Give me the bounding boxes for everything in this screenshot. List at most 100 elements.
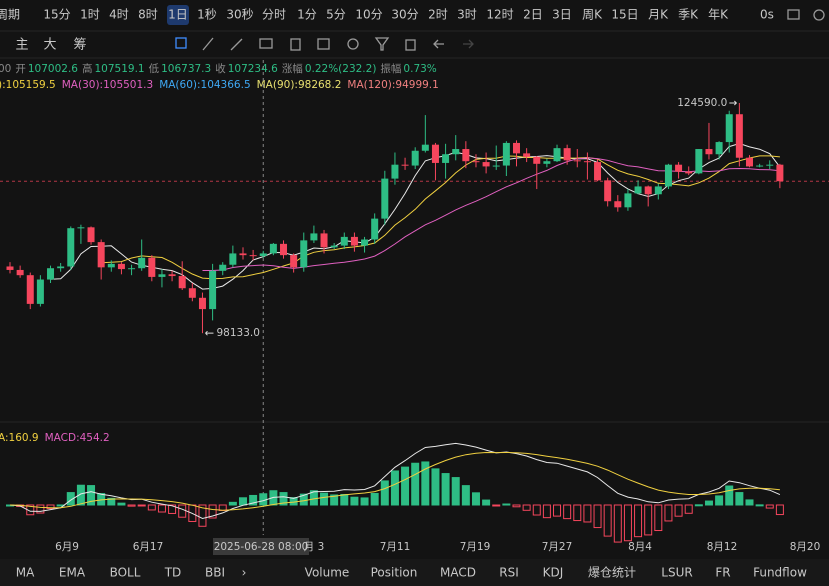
candle-body bbox=[219, 264, 227, 271]
crosshair-label-bg bbox=[213, 538, 309, 555]
indicator-tab[interactable]: FR bbox=[715, 566, 730, 580]
indicator-tab[interactable]: TD bbox=[164, 566, 182, 580]
candle-body bbox=[198, 297, 206, 310]
indicator-tab[interactable]: Fundflow bbox=[753, 566, 807, 580]
period-option[interactable]: 周期 bbox=[0, 8, 20, 22]
candle-body bbox=[310, 233, 318, 241]
period-option[interactable]: 8时 bbox=[138, 8, 158, 22]
candle-body bbox=[269, 243, 277, 254]
candle-body bbox=[117, 263, 125, 270]
candle-body bbox=[148, 257, 156, 277]
candle-body bbox=[16, 269, 24, 276]
candle-body bbox=[168, 274, 176, 277]
indicator-tab[interactable]: Volume bbox=[305, 566, 350, 580]
indicator-tab[interactable]: Position bbox=[371, 566, 418, 580]
period-option[interactable]: 1分 bbox=[297, 8, 317, 22]
period-option[interactable]: 5分 bbox=[326, 8, 346, 22]
candle-body bbox=[128, 268, 136, 270]
tool-button[interactable]: 主 bbox=[15, 38, 28, 53]
period-option[interactable]: 1秒 bbox=[197, 8, 217, 22]
period-option[interactable]: 15日 bbox=[611, 8, 638, 22]
candle-body bbox=[756, 165, 764, 167]
macd-bar bbox=[583, 504, 592, 523]
period-option[interactable]: 3时 bbox=[457, 8, 477, 22]
tab-bar bbox=[0, 559, 829, 586]
tool-button[interactable]: 筹 bbox=[73, 37, 86, 53]
period-option[interactable]: 3日 bbox=[552, 8, 572, 22]
icon bbox=[347, 38, 359, 50]
candle-body bbox=[776, 164, 784, 182]
period-option[interactable]: 分时 bbox=[262, 8, 286, 22]
indicator-tab[interactable]: › bbox=[242, 566, 247, 580]
x-axis-label: 月 3 bbox=[304, 541, 325, 553]
indicator-tab[interactable]: MACD bbox=[440, 566, 476, 580]
text-part: A:160.9 bbox=[0, 432, 39, 444]
indicator-tab[interactable]: EMA bbox=[59, 566, 86, 580]
timer: 0s bbox=[760, 8, 774, 22]
text-part: 107519.1 bbox=[94, 63, 144, 75]
arrow bbox=[729, 100, 738, 106]
macd-bar bbox=[330, 494, 339, 506]
macd-bar bbox=[765, 504, 774, 509]
candle-body bbox=[361, 239, 369, 246]
icon bbox=[317, 38, 330, 50]
text-part: 高 bbox=[82, 62, 93, 75]
period-option[interactable]: 10分 bbox=[355, 8, 382, 22]
macd-legend: A:160.9 MACD:454.2 bbox=[0, 432, 110, 444]
candle-body bbox=[138, 257, 146, 269]
period-option[interactable]: 2日 bbox=[523, 8, 543, 22]
indicator-tab[interactable]: LSUR bbox=[661, 566, 692, 580]
macd-bar bbox=[279, 492, 288, 506]
macd-bar bbox=[593, 504, 602, 529]
macd-line bbox=[9, 451, 780, 511]
indicator-tab[interactable]: BBI bbox=[205, 566, 225, 580]
period-option[interactable]: 2时 bbox=[428, 8, 448, 22]
period-option[interactable]: 1时 bbox=[80, 8, 100, 22]
macd-bar bbox=[775, 504, 784, 516]
period-option[interactable]: 1日 bbox=[168, 8, 188, 22]
macd-bar bbox=[694, 504, 703, 507]
macd-bar bbox=[461, 485, 470, 506]
ma-legend: ):105159.5 MA(30):105501.3 MA(60):104366.5… bbox=[0, 79, 439, 91]
macd-bar bbox=[390, 470, 399, 506]
period-option[interactable]: 月K bbox=[648, 8, 669, 22]
candle-body bbox=[563, 148, 571, 161]
period-option[interactable]: 30秒 bbox=[226, 8, 253, 22]
macd-bar bbox=[411, 462, 420, 506]
period-option[interactable]: 15分 bbox=[43, 8, 70, 22]
macd-bar bbox=[492, 504, 501, 507]
period-option[interactable]: 季K bbox=[678, 8, 699, 22]
macd-bar bbox=[299, 493, 308, 506]
text-part: MA(60):104366.5 bbox=[159, 79, 250, 91]
tool-button[interactable]: 大 bbox=[43, 38, 56, 53]
candle-body bbox=[614, 201, 622, 208]
ohlc-info: 00 开 107002.6 高 107519.1 低 106737.3 收 107234.6 涨幅… bbox=[0, 62, 437, 75]
text-part: 106737.3 bbox=[161, 63, 211, 75]
candle-body bbox=[209, 270, 217, 310]
text-part: 低 bbox=[149, 62, 160, 75]
macd-bar bbox=[664, 504, 673, 522]
macd-bar bbox=[421, 461, 430, 506]
indicator-tab[interactable]: BOLL bbox=[110, 566, 141, 580]
period-option[interactable]: 4时 bbox=[109, 8, 129, 22]
candle-body bbox=[97, 242, 105, 268]
period-option[interactable]: 周K bbox=[582, 8, 603, 22]
period-option[interactable]: 30分 bbox=[391, 8, 418, 22]
candle-body bbox=[482, 162, 490, 167]
candle-body bbox=[685, 171, 693, 174]
period-option[interactable]: 12时 bbox=[486, 8, 513, 22]
indicator-tab[interactable]: RSI bbox=[499, 566, 519, 580]
macd-bar bbox=[634, 504, 643, 538]
candle-body bbox=[583, 161, 591, 163]
candle-body bbox=[766, 164, 774, 166]
indicator-tab[interactable]: 爆仓统计 bbox=[588, 566, 636, 580]
macd-bar bbox=[360, 497, 369, 506]
macd-bar bbox=[107, 497, 116, 506]
indicator-tab[interactable]: MA bbox=[16, 566, 35, 580]
candle-body bbox=[371, 218, 379, 240]
period-option[interactable]: 年K bbox=[708, 8, 729, 22]
indicator-tab[interactable]: KDJ bbox=[543, 566, 564, 580]
macd-bar bbox=[46, 504, 55, 509]
text-part: 涨幅 bbox=[282, 62, 303, 75]
macd-bar bbox=[157, 504, 166, 513]
